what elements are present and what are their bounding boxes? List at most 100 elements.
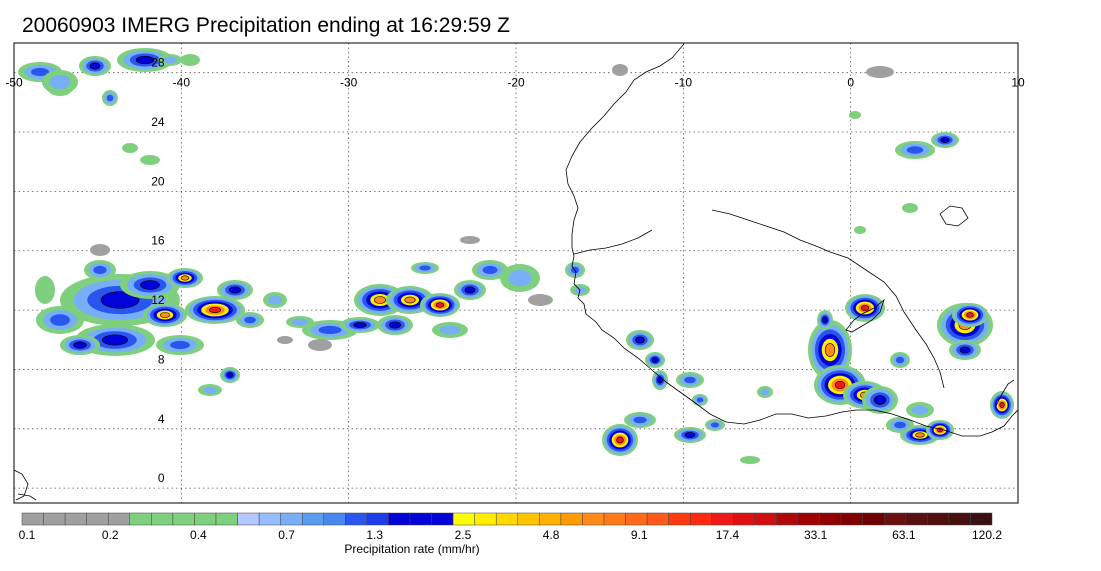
rain-cell (902, 203, 918, 213)
rain-cell (374, 296, 386, 304)
lake-volta (845, 298, 885, 333)
rain-cell (894, 421, 906, 429)
coastline (14, 43, 1018, 501)
colorbar-tick-label: 2.5 (454, 528, 472, 542)
rain-cell (268, 295, 282, 305)
colorbar-swatch (301, 512, 325, 526)
lake-chad (939, 205, 969, 227)
colorbar-tick-label: 63.1 (892, 528, 916, 542)
rain-cell (244, 316, 256, 324)
rain-cell (651, 357, 659, 363)
rain-cell (760, 388, 770, 396)
colorbar-swatch (862, 512, 885, 526)
colorbar-swatch (388, 512, 411, 526)
rain-cell (73, 341, 87, 349)
rain-cell (834, 380, 846, 390)
rain-cell (135, 55, 155, 65)
lat-tick-label: 16 (151, 234, 165, 248)
rain-cell (740, 456, 760, 464)
colorbar-swatch (905, 512, 928, 526)
rain-cell (435, 302, 445, 308)
colorbar-swatch (495, 512, 519, 526)
rain-cell (100, 291, 140, 309)
colorbar-swatch (452, 512, 475, 526)
rain-cell (873, 395, 887, 405)
coastline-south-america (14, 469, 29, 501)
colorbar-swatch (603, 512, 626, 526)
light-rain-cell (866, 66, 894, 78)
rain-cell (616, 436, 624, 444)
lat-tick-label: 0 (158, 471, 165, 485)
colorbar-swatch (129, 512, 152, 526)
lon-tick-label: -50 (5, 76, 23, 90)
colorbar-swatch (258, 512, 281, 526)
rain-cell (464, 286, 476, 294)
colorbar-tick-label: 0.4 (190, 528, 207, 542)
colorbar-swatch (948, 512, 971, 526)
colorbar-tick-label: 120.2 (971, 528, 1003, 542)
colorbar-tick-label: 17.4 (715, 528, 740, 542)
rain-cell (159, 312, 171, 318)
lon-tick-label: -10 (675, 76, 693, 90)
rain-cell (353, 322, 367, 328)
rain-cell (209, 307, 221, 313)
rain-cell (849, 111, 861, 119)
colorbar-swatch (927, 512, 950, 526)
colorbar-swatch (776, 512, 799, 526)
rain-cell (388, 321, 402, 329)
colorbar-swatch (883, 512, 907, 526)
colorbar-title: Precipitation rate (mm/hr) (344, 542, 480, 556)
light-rain-cell (277, 336, 293, 344)
rain-cell (911, 405, 929, 415)
colorbar-swatch (819, 512, 842, 526)
colorbar-tick-label: 0.7 (278, 528, 295, 542)
colorbar-swatch (86, 512, 109, 526)
colorbar-swatch (43, 512, 66, 526)
lat-tick-label: 8 (158, 352, 165, 366)
rain-cell (140, 280, 160, 290)
map-frame (13, 42, 1019, 504)
lat-tick-label: 20 (151, 174, 165, 188)
colorbar-swatch (194, 512, 217, 526)
light-rain-cell (460, 236, 480, 244)
rain-cell (822, 316, 828, 324)
coastline-sw (17, 493, 37, 501)
colorbar-swatch (366, 512, 389, 526)
colorbar-swatch (517, 512, 540, 526)
colorbar-tick-label: 4.8 (542, 528, 560, 542)
rain-cell (163, 56, 177, 64)
colorbar-swatch (970, 512, 993, 526)
colorbar-swatch (172, 512, 195, 526)
rain-cell (89, 62, 101, 70)
lon-tick-label: -20 (507, 76, 525, 90)
rain-cell (860, 305, 870, 311)
colorbar-swatch (323, 512, 346, 526)
colorbar-swatch (151, 512, 174, 526)
river-senegal (573, 229, 653, 255)
colorbar-tick-label: 9.1 (630, 528, 648, 542)
rain-cell (940, 137, 950, 143)
lon-tick-label: 10 (1011, 76, 1025, 90)
colorbar-swatch (409, 512, 432, 526)
rain-cell (684, 432, 696, 438)
colorbar-swatch (474, 512, 497, 526)
colorbar-swatch (21, 512, 44, 526)
colorbar-swatch (733, 512, 756, 526)
axis-labels: -50 -40 -30 -20 -10 0 10 28 24 20 16 12 8 4 0 (5, 56, 1025, 485)
rain-cell (49, 75, 71, 89)
colorbar-tick-label: 0.2 (101, 528, 119, 542)
rain-cell (180, 54, 200, 66)
rain-cell (106, 94, 114, 102)
lat-tick-label: 24 (151, 115, 165, 129)
lon-tick-label: -30 (340, 76, 358, 90)
colorbar-swatch (668, 512, 691, 526)
colorbar-swatch (431, 512, 454, 526)
coastline-delta (995, 379, 1015, 407)
light-rain-cell (528, 294, 552, 306)
rain-cell (635, 336, 645, 344)
rain-cell (657, 376, 663, 384)
map-title: 20060903 IMERG Precipitation ending at 1… (22, 14, 510, 37)
colorbar-swatch (797, 512, 820, 526)
rain-cell (318, 325, 342, 335)
